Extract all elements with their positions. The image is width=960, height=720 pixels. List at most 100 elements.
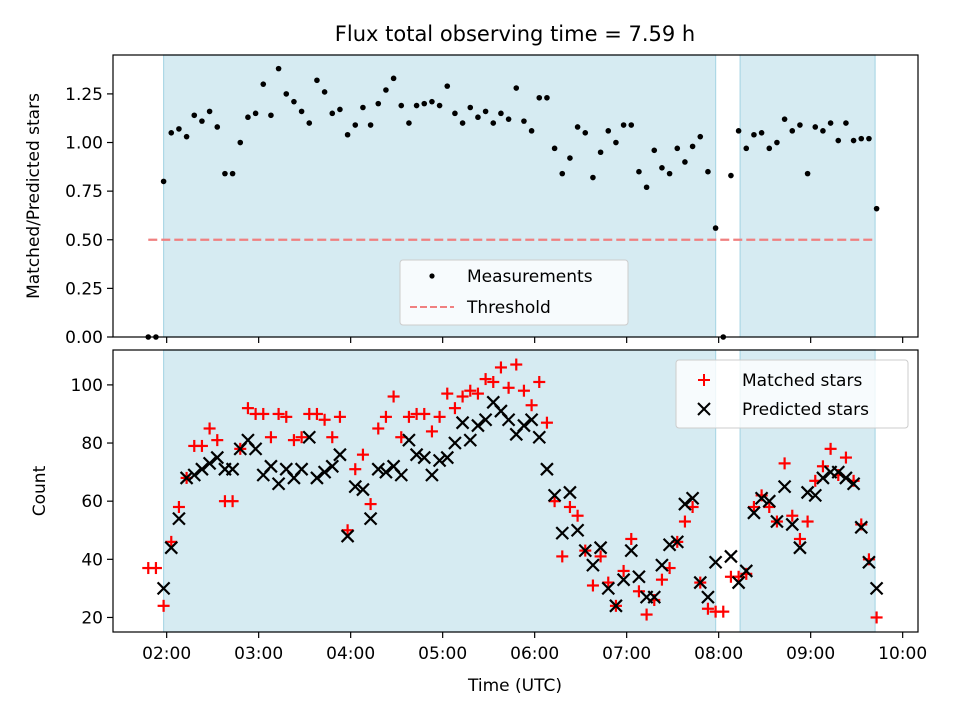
measurement-point — [314, 77, 320, 84]
measurement-point — [735, 128, 742, 134]
measurement-point — [521, 118, 527, 124]
measurement-point — [628, 122, 635, 128]
matched-star-point — [226, 495, 239, 508]
predicted-star-point — [210, 450, 225, 465]
predicted-star-point — [747, 506, 761, 520]
measurement-point — [199, 118, 205, 124]
matched-star-point — [318, 413, 331, 426]
measurement-point — [551, 145, 558, 152]
predicted-star-point — [317, 465, 332, 479]
legend-marker-measurements — [429, 273, 435, 279]
matched-star-point — [571, 509, 584, 522]
matched-star-point — [594, 550, 607, 563]
measurement-point — [176, 126, 182, 132]
predicted-star-point — [156, 581, 171, 596]
measurement-point — [268, 112, 274, 119]
predicted-star-point — [379, 465, 393, 479]
matched-star-point — [264, 431, 277, 444]
matched-star-point — [280, 410, 293, 423]
matched-star-point — [548, 495, 561, 508]
predicted-star-point — [816, 471, 830, 485]
measurement-point — [605, 128, 612, 134]
predicted-star-point — [501, 412, 516, 427]
matched-star-point — [778, 457, 791, 470]
measurement-point — [659, 165, 665, 171]
measurement-point — [291, 98, 297, 105]
top-legend-box — [399, 259, 629, 326]
y-tick-label: 0.25 — [65, 279, 103, 299]
predicted-star-point — [854, 520, 869, 535]
measurement-point — [183, 133, 190, 140]
predicted-star-point — [731, 575, 746, 590]
matched-star-point — [655, 573, 668, 586]
matched-star-point — [510, 358, 523, 371]
predicted-star-point — [394, 468, 409, 482]
measurement-point — [505, 116, 512, 122]
predicted-star-point — [440, 450, 455, 465]
x-tick-label: 08:00 — [694, 644, 743, 664]
matched-star-point — [379, 410, 392, 423]
matched-star-point — [517, 384, 530, 397]
predicted-star-point — [517, 418, 531, 433]
matched-star-point — [402, 410, 415, 423]
matched-star-point — [502, 381, 515, 394]
measurement-point — [873, 205, 880, 212]
measurement-point — [367, 122, 374, 128]
predicted-star-point — [547, 488, 562, 503]
predicted-star-point — [624, 543, 639, 558]
predicted-star-point — [294, 462, 309, 476]
top-axes-frame — [112, 54, 919, 338]
matched-star-point — [387, 390, 400, 403]
matched-star-point — [824, 442, 837, 455]
measurement-point — [559, 170, 566, 177]
measurement-point — [245, 114, 251, 121]
predicted-star-point — [264, 459, 278, 474]
predicted-star-point — [271, 476, 286, 491]
predicted-star-point — [678, 497, 692, 511]
measurement-point — [459, 120, 466, 126]
matched-star-point — [494, 361, 507, 374]
matched-star-point — [287, 434, 300, 447]
y-tick-label: 0.75 — [65, 182, 103, 202]
measurement-point — [344, 131, 351, 138]
x-tick-label: 05:00 — [418, 644, 467, 664]
measurement-point — [774, 139, 780, 146]
matched-star-point — [211, 434, 224, 447]
predicted-star-point — [693, 575, 708, 590]
chart-title: Flux total observing time = 7.59 h — [335, 22, 695, 46]
measurement-point — [743, 145, 750, 152]
measurement-point — [850, 137, 857, 144]
predicted-star-point — [563, 485, 577, 500]
matched-star-point — [418, 407, 431, 420]
matched-star-point — [333, 410, 346, 423]
predicted-star-point — [187, 468, 202, 482]
matched-star-point — [717, 605, 730, 618]
observing-interval-1 — [163, 349, 717, 633]
predicted-star-point — [524, 412, 539, 427]
measurement-point — [712, 225, 719, 231]
matched-star-point — [870, 611, 883, 624]
matched-star-point — [356, 448, 369, 461]
bottom-axes-frame — [112, 349, 919, 633]
measurement-point — [636, 168, 642, 175]
matched-star-point — [533, 375, 546, 388]
matched-star-point — [701, 602, 714, 615]
matched-star-point — [149, 562, 162, 575]
predicted-star-point — [172, 511, 186, 526]
matched-star-point — [617, 564, 630, 577]
measurement-point — [613, 139, 619, 146]
measurement-point — [843, 120, 849, 126]
predicted-star-point — [225, 462, 240, 476]
matched-star-point — [678, 515, 691, 528]
predicted-star-point — [655, 558, 669, 572]
measurement-point — [567, 155, 573, 161]
legend-label-predicted: Predicted stars — [742, 400, 869, 420]
measurement-point — [582, 129, 589, 136]
measurement-point — [168, 129, 175, 136]
matched-star-point — [372, 422, 385, 435]
predicted-star-point — [463, 433, 478, 447]
measurement-point — [620, 122, 627, 128]
measurement-point — [421, 100, 428, 107]
predicted-star-point — [333, 447, 347, 462]
matched-star-point — [425, 425, 438, 438]
